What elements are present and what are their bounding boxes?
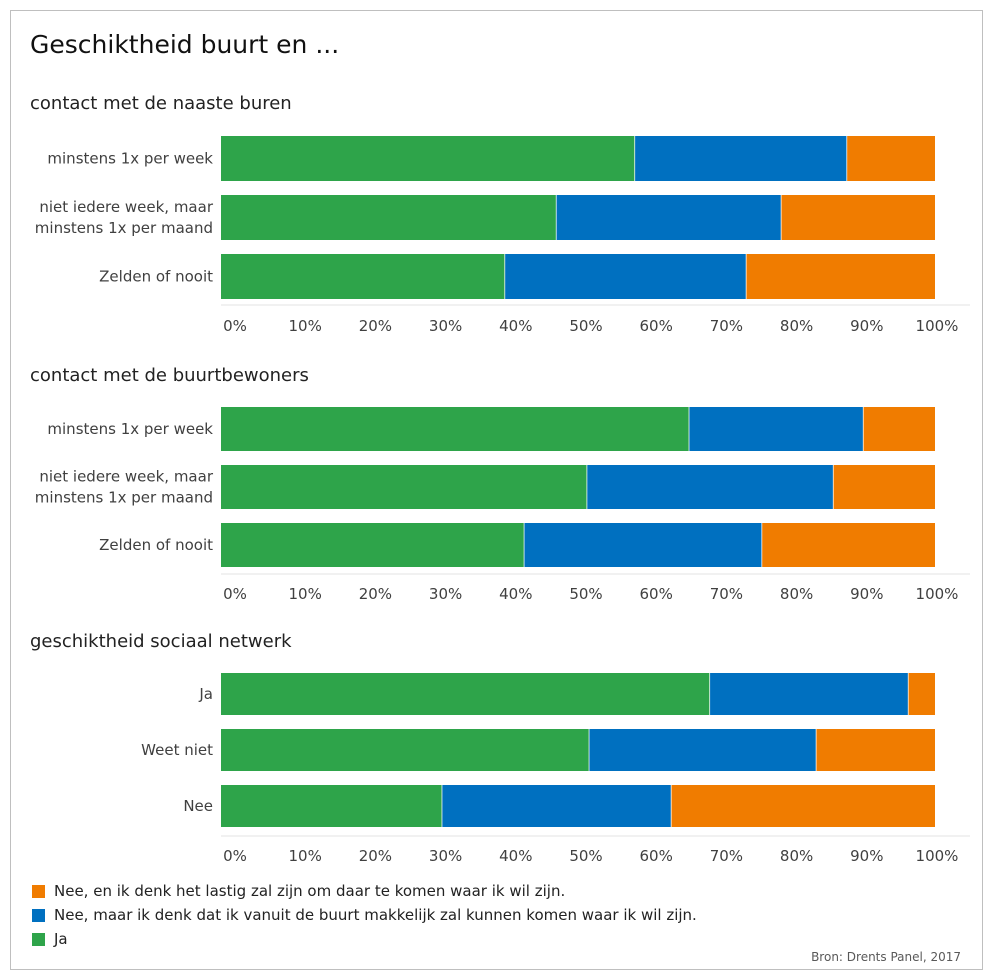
x-tick-label: 80% [780,847,813,865]
bar-segment-lastig [762,523,935,567]
x-tick-label: 100% [916,847,959,865]
bar-segment-makkelijk [689,407,864,451]
bar-segment-makkelijk [589,729,817,771]
bar-segment-ja [221,407,690,451]
x-tick-label: 10% [289,585,322,603]
x-tick-label: 10% [289,317,322,335]
bar-segment-ja [221,729,590,771]
x-tick-label: 60% [640,847,673,865]
x-tick-label: 50% [569,317,602,335]
category-label: minstens 1x per maand [35,219,213,237]
legend: Nee, en ik denk het lastig zal zijn om d… [32,879,697,951]
bar-segment-makkelijk [556,195,782,240]
category-label: Zelden of nooit [99,536,213,554]
bar-segment-lastig [833,465,935,509]
bar-segment-ja [221,254,506,299]
category-label: Weet niet [141,741,213,759]
x-tick-label: 30% [429,317,462,335]
category-label: minstens 1x per week [47,150,213,168]
bar-segment-ja [221,465,588,509]
x-tick-label: 20% [359,585,392,603]
x-tick-label: 70% [710,317,743,335]
legend-swatch-blue [32,908,45,922]
x-tick-label: 30% [429,847,462,865]
x-tick-label: 70% [710,847,743,865]
x-tick-label: 50% [569,585,602,603]
x-tick-label: 10% [289,847,322,865]
category-label: minstens 1x per maand [35,489,213,507]
panel-subtitle: contact met de buurtbewoners [30,365,309,386]
x-tick-label: 40% [499,585,532,603]
x-tick-label: 60% [640,585,673,603]
x-tick-label: 0% [223,317,247,335]
x-tick-label: 0% [223,585,247,603]
bar-segment-ja [221,523,525,567]
bar-segment-makkelijk [505,254,747,299]
x-tick-label: 50% [569,847,602,865]
bar-segment-lastig [847,136,935,181]
x-tick-label: 90% [850,847,883,865]
bar-segment-lastig [816,729,935,771]
legend-item-lastig: Nee, en ik denk het lastig zal zijn om d… [32,879,697,903]
bar-segment-lastig [863,407,935,451]
category-label: Ja [198,685,213,703]
x-tick-label: 80% [780,585,813,603]
legend-swatch-orange [32,884,45,898]
x-tick-label: 80% [780,317,813,335]
bar-segment-makkelijk [524,523,763,567]
bar-segment-makkelijk [635,136,848,181]
bar-segment-ja [221,673,711,715]
bar-segment-makkelijk [442,785,672,827]
x-tick-label: 90% [850,317,883,335]
category-label: niet iedere week, maar [39,198,213,216]
source-note: Bron: Drents Panel, 2017 [811,950,961,964]
category-label: Nee [183,797,213,815]
bar-segment-makkelijk [710,673,909,715]
legend-label-makkelijk: Nee, maar ik denk dat ik vanuit de buurt… [54,906,697,924]
legend-label-lastig: Nee, en ik denk het lastig zal zijn om d… [54,882,566,900]
x-tick-label: 60% [640,317,673,335]
x-tick-label: 70% [710,585,743,603]
x-tick-label: 30% [429,585,462,603]
category-label: Zelden of nooit [99,268,213,286]
x-tick-label: 20% [359,847,392,865]
x-tick-label: 20% [359,317,392,335]
bar-segment-lastig [908,673,935,715]
bar-segment-makkelijk [587,465,834,509]
chart-title: Geschiktheid buurt en ... [30,30,340,59]
bar-segment-ja [221,785,443,827]
panel-subtitle: contact met de naaste buren [30,93,292,114]
x-tick-label: 0% [223,847,247,865]
legend-label-ja: Ja [54,930,68,948]
category-label: minstens 1x per week [47,420,213,438]
legend-item-makkelijk: Nee, maar ik denk dat ik vanuit de buurt… [32,903,697,927]
legend-item-ja: Ja [32,927,697,951]
category-label: niet iedere week, maar [39,468,213,486]
bar-segment-ja [221,195,557,240]
bar-segment-lastig [781,195,935,240]
x-tick-label: 100% [916,317,959,335]
legend-swatch-green [32,932,45,946]
bar-segment-lastig [671,785,935,827]
x-tick-label: 40% [499,317,532,335]
x-tick-label: 100% [916,585,959,603]
bar-segment-ja [221,136,636,181]
panel-subtitle: geschiktheid sociaal netwerk [30,631,292,652]
bar-segment-lastig [746,254,935,299]
x-tick-label: 90% [850,585,883,603]
chart-frame [10,10,983,970]
x-tick-label: 40% [499,847,532,865]
